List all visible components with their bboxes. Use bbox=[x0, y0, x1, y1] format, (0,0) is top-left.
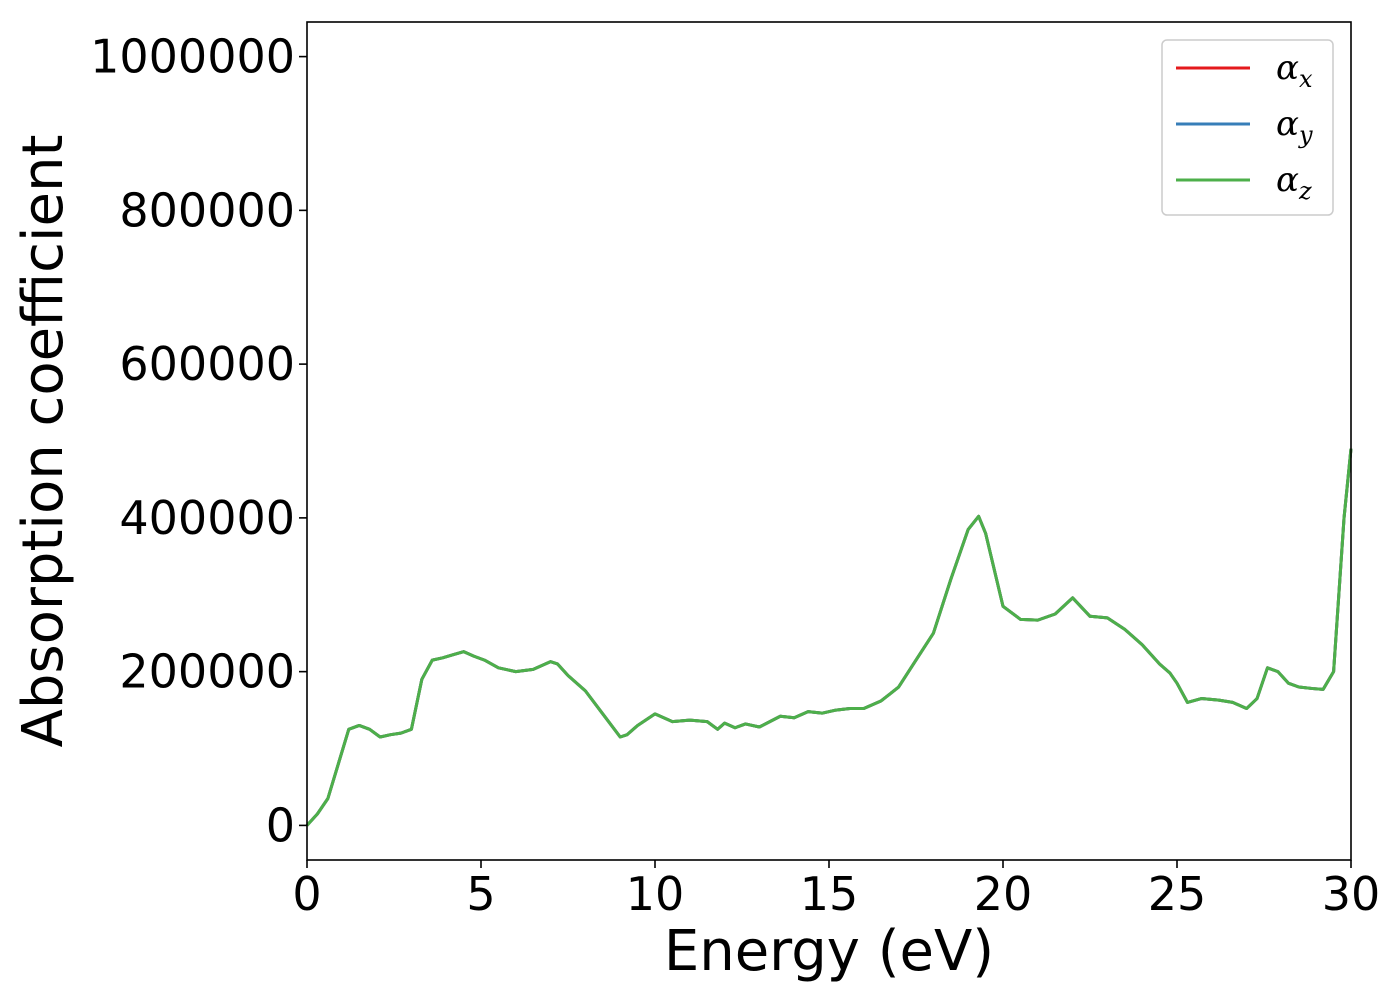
x-tick-label: 5 bbox=[466, 867, 495, 921]
legend: αx αy αz bbox=[1161, 39, 1334, 216]
x-tick-label: 20 bbox=[974, 867, 1033, 921]
legend-box bbox=[1161, 39, 1334, 216]
y-tick-label: 800000 bbox=[119, 183, 295, 237]
y-tick-label: 600000 bbox=[119, 337, 295, 391]
y-axis-title: Absorption coefficient bbox=[11, 135, 76, 748]
y-axis-ticks: 0 200000 400000 600000 800000 1000000 bbox=[90, 30, 307, 852]
y-tick-label: 200000 bbox=[119, 645, 295, 699]
series-line-z bbox=[305, 448, 1353, 827]
y-tick-label: 1000000 bbox=[90, 30, 295, 84]
series-layer bbox=[305, 448, 1353, 827]
legend-label-z: αz bbox=[1276, 160, 1312, 205]
x-axis-title: Energy (eV) bbox=[664, 919, 994, 984]
legend-label-x: αx bbox=[1276, 48, 1313, 93]
legend-label-y: αy bbox=[1276, 104, 1313, 149]
x-tick-label: 30 bbox=[1322, 867, 1381, 921]
x-tick-label: 0 bbox=[292, 867, 321, 921]
x-axis-ticks: 0 5 10 15 20 25 30 bbox=[292, 860, 1380, 921]
y-tick-label: 0 bbox=[266, 798, 295, 852]
x-tick-label: 10 bbox=[626, 867, 685, 921]
x-tick-label: 25 bbox=[1148, 867, 1207, 921]
y-tick-label: 400000 bbox=[119, 491, 295, 545]
x-tick-label: 15 bbox=[800, 867, 859, 921]
